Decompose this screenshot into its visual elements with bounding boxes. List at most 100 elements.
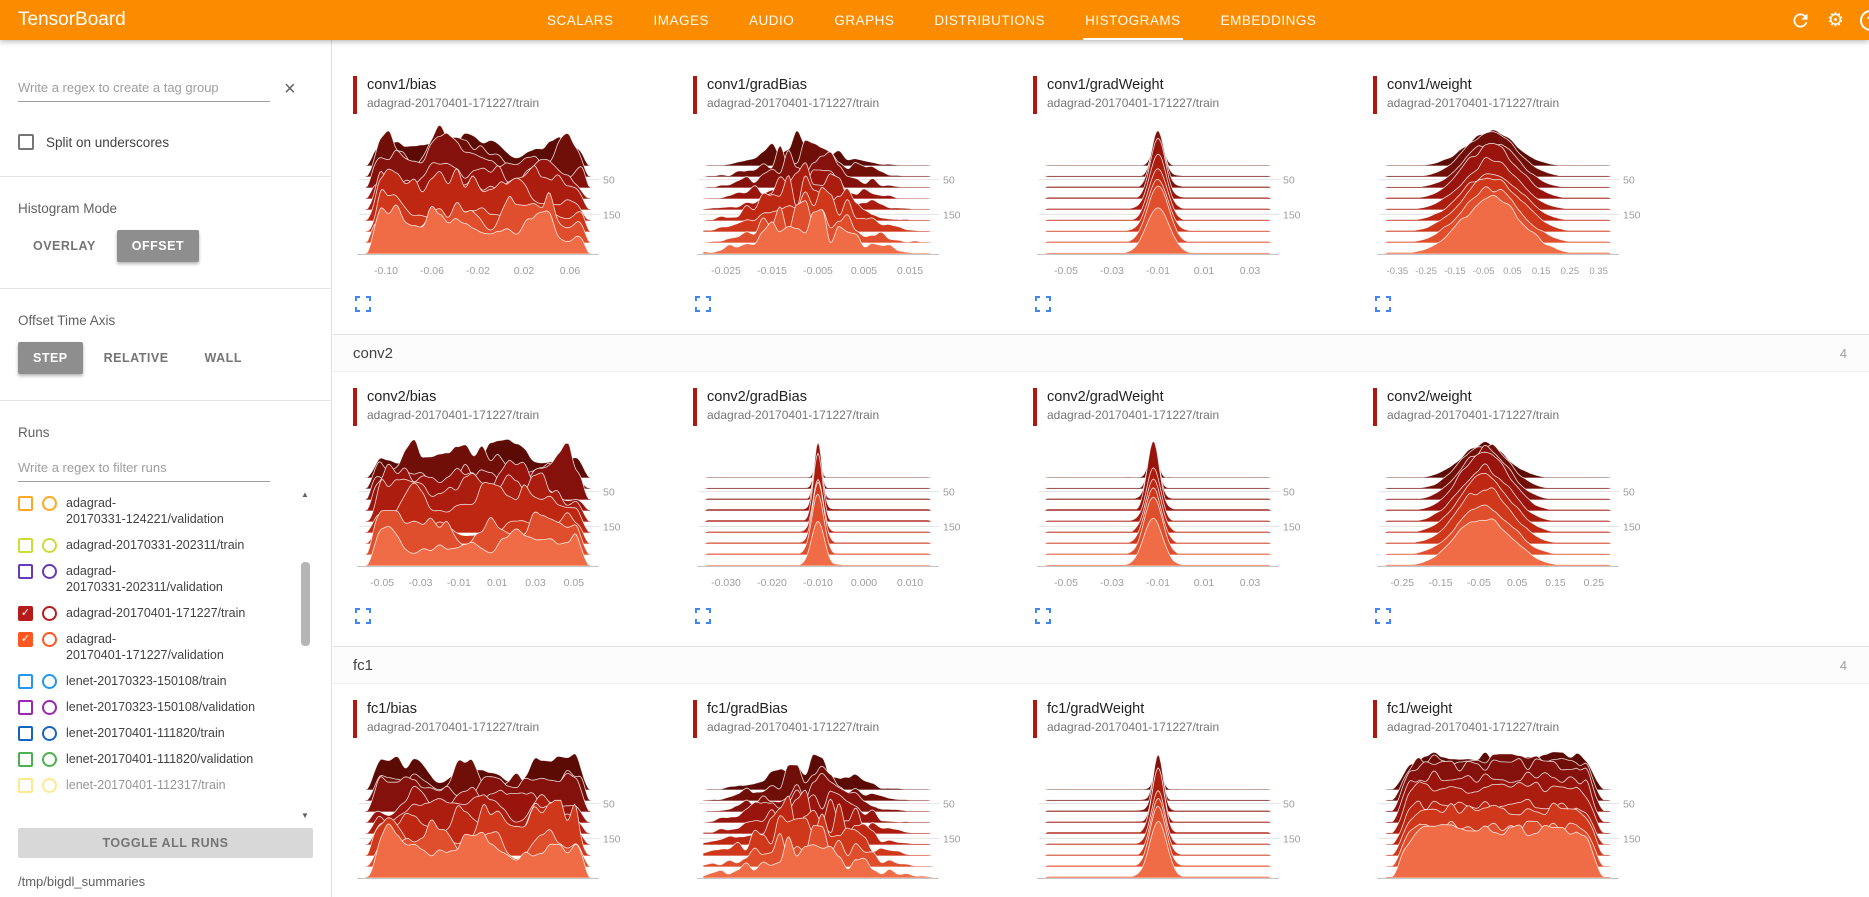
run-item[interactable]: adagrad-20170331-202311/train — [18, 532, 297, 558]
card-title: fc1/gradWeight — [1047, 701, 1145, 717]
histogram-chart: 50 150 -0.05 -0.03 -0.01 0.01 0.03 — [1037, 440, 1301, 589]
tag-filter-input[interactable] — [18, 76, 270, 102]
run-item[interactable]: lenet-20170323-150108/validation — [18, 694, 297, 720]
card-header: conv2/gradWeight adagrad-20170401-171227/… — [1033, 388, 1325, 426]
run-label: adagrad- 20170331-124221/validation — [66, 496, 224, 526]
runs-scrollbar[interactable]: ▲ ▼ — [297, 490, 313, 820]
run-item[interactable]: ✓ adagrad- 20170401-171227/validation — [18, 626, 297, 668]
run-color-circle[interactable] — [42, 700, 57, 715]
tab-histograms[interactable]: HISTOGRAMS — [1083, 0, 1183, 40]
card-run-name: adagrad-20170401-171227/train — [367, 720, 540, 734]
button-relative[interactable]: RELATIVE — [89, 342, 184, 374]
svg-text:0.03: 0.03 — [525, 577, 546, 589]
split-underscores-checkbox[interactable]: Split on underscores — [18, 134, 313, 150]
svg-text:50: 50 — [1623, 487, 1635, 499]
run-checkbox[interactable] — [18, 564, 33, 579]
run-item[interactable]: adagrad- 20170331-124221/validation — [18, 490, 297, 532]
button-step[interactable]: STEP — [18, 342, 83, 374]
run-color-circle[interactable] — [42, 606, 57, 621]
tab-distributions[interactable]: DISTRIBUTIONS — [934, 12, 1046, 28]
run-item[interactable]: lenet-20170401-112317/train — [18, 772, 297, 798]
svg-text:50: 50 — [1283, 175, 1295, 187]
histogram-card: fc1/gradWeight adagrad-20170401-171227/tr… — [1033, 700, 1325, 897]
svg-text:0.05: 0.05 — [564, 577, 585, 589]
expand-button[interactable] — [355, 608, 371, 624]
histogram-card: fc1/weight adagrad-20170401-171227/train 5… — [1373, 700, 1665, 897]
histogram-card: conv1/gradBias adagrad-20170401-171227/tr… — [693, 76, 985, 312]
scroll-down-icon[interactable]: ▼ — [301, 811, 309, 820]
svg-text:-0.020: -0.020 — [757, 577, 787, 589]
tab-scalars[interactable]: SCALARS — [547, 12, 614, 28]
run-item[interactable]: lenet-20170401-111820/validation — [18, 746, 297, 772]
tab-embeddings[interactable]: EMBEDDINGS — [1220, 12, 1317, 28]
clear-filter-icon[interactable]: × — [284, 78, 296, 100]
run-checkbox[interactable] — [18, 538, 33, 553]
run-checkbox[interactable]: ✓ — [18, 606, 33, 621]
run-item[interactable]: ✓ adagrad-20170401-171227/train — [18, 600, 297, 626]
expand-button[interactable] — [355, 296, 371, 312]
run-color-circle[interactable] — [42, 726, 57, 741]
card-header: fc1/bias adagrad-20170401-171227/train — [353, 700, 645, 738]
card-title: conv2/weight — [1387, 389, 1472, 405]
svg-text:-0.02: -0.02 — [466, 265, 490, 277]
svg-text:150: 150 — [603, 833, 621, 845]
cards-row: conv1/bias adagrad-20170401-171227/train 5… — [333, 40, 1869, 334]
button-offset[interactable]: OFFSET — [116, 230, 200, 262]
run-label: adagrad- 20170331-202311/validation — [66, 564, 223, 594]
card-header: conv2/gradBias adagrad-20170401-171227/tr… — [693, 388, 985, 426]
run-checkbox[interactable] — [18, 496, 33, 511]
section-name: conv2 — [353, 344, 394, 362]
section-header[interactable]: conv2 4 — [333, 334, 1869, 372]
expand-button[interactable] — [695, 608, 711, 624]
expand-button[interactable] — [1035, 296, 1051, 312]
run-item[interactable]: lenet-20170323-150108/train — [18, 668, 297, 694]
svg-text:0.000: 0.000 — [851, 577, 877, 589]
histogram-card: conv2/gradBias adagrad-20170401-171227/tr… — [693, 388, 985, 624]
run-item[interactable]: adagrad- 20170331-202311/validation — [18, 558, 297, 600]
svg-text:-0.03: -0.03 — [409, 577, 433, 589]
expand-button[interactable] — [1035, 608, 1051, 624]
run-checkbox[interactable] — [18, 778, 33, 793]
run-color-circle[interactable] — [42, 496, 57, 511]
button-wall[interactable]: WALL — [190, 342, 257, 374]
expand-button[interactable] — [1375, 608, 1391, 624]
svg-text:50: 50 — [603, 487, 615, 499]
button-overlay[interactable]: OVERLAY — [18, 230, 111, 262]
section-header[interactable]: fc1 4 — [333, 646, 1869, 684]
run-checkbox[interactable] — [18, 726, 33, 741]
svg-text:-0.05: -0.05 — [1467, 577, 1491, 589]
svg-text:50: 50 — [603, 175, 615, 187]
run-color-circle[interactable] — [42, 778, 57, 793]
tab-images[interactable]: IMAGES — [653, 12, 710, 28]
run-color-circle[interactable] — [42, 674, 57, 689]
expand-button[interactable] — [1375, 296, 1391, 312]
run-checkbox[interactable]: ✓ — [18, 632, 33, 647]
run-checkbox[interactable] — [18, 752, 33, 767]
refresh-icon[interactable] — [1790, 10, 1811, 31]
cards-row: conv2/bias adagrad-20170401-171227/train 5… — [333, 372, 1869, 646]
run-color-circle[interactable] — [42, 564, 57, 579]
svg-text:50: 50 — [1623, 799, 1635, 811]
run-checkbox[interactable] — [18, 674, 33, 689]
expand-button[interactable] — [695, 296, 711, 312]
run-color-circle[interactable] — [42, 538, 57, 553]
run-item[interactable]: lenet-20170401-111820/train — [18, 720, 297, 746]
toggle-all-runs-button[interactable]: TOGGLE ALL RUNS — [18, 828, 313, 858]
run-checkbox[interactable] — [18, 700, 33, 715]
settings-icon[interactable]: ⚙ — [1826, 8, 1844, 31]
svg-text:150: 150 — [943, 521, 961, 533]
svg-text:0.15: 0.15 — [1532, 266, 1551, 277]
run-color-circle[interactable] — [42, 632, 57, 647]
scroll-up-icon[interactable]: ▲ — [301, 490, 309, 499]
help-icon[interactable]: ? — [1860, 9, 1869, 31]
tab-graphs[interactable]: GRAPHS — [834, 12, 895, 28]
scrollbar-thumb[interactable] — [300, 562, 310, 646]
svg-text:150: 150 — [1623, 209, 1641, 221]
run-label: lenet-20170323-150108/train — [66, 674, 227, 688]
run-color-circle[interactable] — [42, 752, 57, 767]
svg-text:0.35: 0.35 — [1589, 266, 1608, 277]
card-header: fc1/gradBias adagrad-20170401-171227/trai… — [693, 700, 985, 738]
tab-audio[interactable]: AUDIO — [749, 12, 795, 28]
tag-filter-row: × — [18, 76, 313, 102]
runs-filter-input[interactable] — [18, 456, 270, 482]
